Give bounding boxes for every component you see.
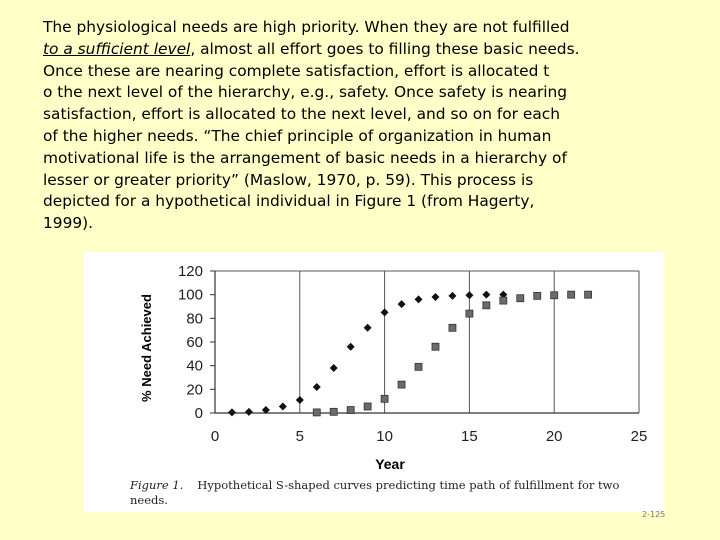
series-1-point <box>499 290 508 299</box>
series-2-point <box>397 380 406 389</box>
series-2-point <box>584 290 593 299</box>
paragraph-line: 1999). <box>43 214 94 233</box>
series-2-point <box>380 394 389 403</box>
y-tick-label: 120 <box>178 263 203 280</box>
grid-layer <box>299 271 555 413</box>
series-1-point <box>482 290 491 299</box>
tick-labels: 0 5 10 15 20 25 0 20 40 60 80 100 120 <box>178 263 647 445</box>
series-1-point <box>448 291 457 300</box>
series-1-point <box>363 323 372 332</box>
paragraph-line: lesser or greater priority” (Maslow, 197… <box>43 170 534 189</box>
series-1-point <box>414 295 423 304</box>
series-1-point <box>227 408 236 417</box>
axis-layer <box>210 270 640 414</box>
series-1-point <box>312 382 321 391</box>
series-1-point <box>380 308 389 317</box>
figure-panel: 0 5 10 15 20 25 0 20 40 60 80 100 120 Year % Need Ac… <box>84 252 664 512</box>
series-2-point <box>465 309 474 318</box>
x-tick-label: 0 <box>211 428 219 445</box>
series-2-point <box>329 407 338 416</box>
paragraph-line: satisfaction, effort is allocated to the… <box>43 105 561 124</box>
x-tick-label: 10 <box>376 428 393 445</box>
x-tick-label: 15 <box>461 428 478 445</box>
y-tick-label: 0 <box>195 405 203 422</box>
y-tick-label: 60 <box>186 334 203 351</box>
underlined-phrase: to a sufficient level <box>43 39 191 58</box>
series-2-point <box>312 408 321 417</box>
series-1-point <box>397 300 406 309</box>
y-axis-label: % Need Achieved <box>139 294 154 402</box>
series-1-point <box>431 293 440 302</box>
x-tick-label: 20 <box>546 428 563 445</box>
paragraph-line: of the higher needs. “The chief principl… <box>43 126 552 145</box>
paragraph-line: Once these are nearing complete satisfac… <box>43 61 550 80</box>
paragraph-line: The physiological needs are high priorit… <box>43 18 570 36</box>
figure-caption: Figure 1. Hypothetical S-shaped curves pr… <box>130 478 630 508</box>
y-tick-label: 40 <box>186 358 203 375</box>
series-2-point <box>499 296 508 305</box>
series-2-point <box>431 342 440 351</box>
body-paragraph: The physiological needs are high priorit… <box>43 17 703 235</box>
s-curve-chart: 0 5 10 15 20 25 0 20 40 60 80 100 120 Year % Need Ac… <box>139 263 647 472</box>
series-2-point <box>516 294 525 303</box>
series-2-point <box>482 301 491 310</box>
series-1-point <box>295 395 304 404</box>
series-1-point <box>329 364 338 373</box>
series-2-point <box>414 362 423 371</box>
x-tick-label: 5 <box>296 428 304 445</box>
slide-number: 2-125 <box>642 510 666 519</box>
series-1-point <box>244 407 253 416</box>
series-2-point <box>448 323 457 332</box>
series-2-point <box>346 406 355 414</box>
caption-text: Hypothetical S-shaped curves predicting … <box>130 478 620 507</box>
y-tick-label: 20 <box>186 381 203 398</box>
paragraph-line: motivational life is the arrangement of … <box>43 148 567 167</box>
y-tick-label: 80 <box>186 310 203 327</box>
series-2-point <box>363 402 372 411</box>
y-tick-label: 100 <box>178 287 203 304</box>
series-1-point <box>261 406 270 415</box>
paragraph-line: , almost all effort goes to filling thes… <box>190 39 580 58</box>
series-2-point <box>567 290 576 299</box>
series-1-point <box>346 342 355 351</box>
series-1-point <box>278 402 287 411</box>
paragraph-line: depicted for a hypothetical individual i… <box>43 192 535 211</box>
series-2-point <box>533 291 542 300</box>
series-layer <box>227 290 593 417</box>
x-tick-label: 25 <box>631 428 648 445</box>
paragraph-line: o the next level of the hierarchy, e.g.,… <box>43 83 568 102</box>
x-axis-label: Year <box>375 456 405 472</box>
caption-label: Figure 1. <box>130 478 184 492</box>
series-2-point <box>550 291 559 300</box>
series-1-point <box>465 291 474 300</box>
